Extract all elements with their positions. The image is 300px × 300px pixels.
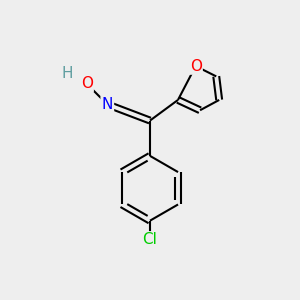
Text: H: H	[62, 66, 73, 81]
Text: O: O	[190, 58, 202, 74]
Text: O: O	[81, 76, 93, 91]
Text: N: N	[102, 97, 113, 112]
Text: Cl: Cl	[142, 232, 158, 247]
